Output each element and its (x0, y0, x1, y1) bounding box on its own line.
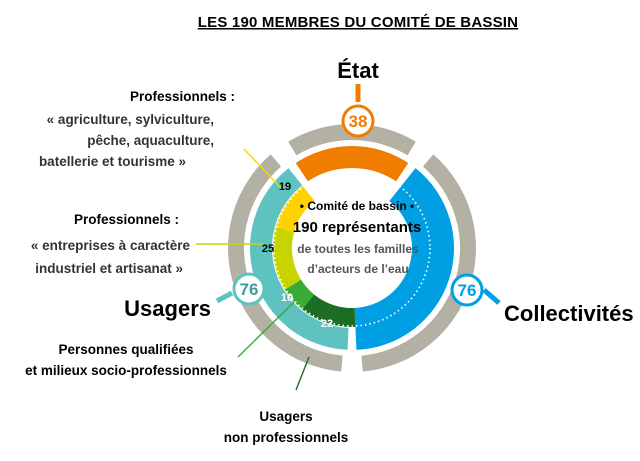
pro-agri-label-1: Professionnels : (130, 89, 235, 104)
center-line2: 190 représentants (293, 219, 421, 236)
usagers-leader (215, 290, 234, 304)
pro-ent-segment (272, 226, 302, 290)
qualifiees-label-2: et milieux socio-professionnels (25, 363, 227, 378)
etat-value: 38 (349, 112, 368, 131)
collectivites-leader (482, 288, 501, 305)
etat-segment (295, 146, 409, 182)
nonpro-leader (295, 356, 310, 391)
outer-ring-etat (288, 124, 416, 156)
nonpro-segment (302, 294, 356, 327)
pro-agri-label-2: « agriculture, sylviculture, (47, 112, 214, 127)
outer-ring-collectivites (361, 154, 476, 372)
pro-agri-label-4: batellerie et tourisme » (39, 154, 186, 169)
pro-ent-label-2: « entreprises à caractère (31, 238, 191, 253)
collectivites-value: 76 (458, 281, 477, 300)
outer-ring-usagers (227, 154, 343, 372)
qualifiees-value: 10 (281, 292, 293, 304)
collectivites-segment (354, 168, 454, 350)
nonpro-value: 22 (321, 318, 333, 330)
pro-ent-value: 25 (262, 243, 274, 255)
qualifiees-segment (284, 279, 315, 310)
usagers-segment (250, 168, 349, 350)
collectivites-label: Collectivités (504, 301, 634, 326)
pro-ent-label-1: Professionnels : (74, 212, 179, 227)
pro-agri-segment (275, 186, 315, 232)
etat-label: État (337, 58, 379, 83)
nonpro-label-2: non professionnels (224, 430, 349, 445)
usagers-sub-ring (272, 186, 356, 327)
nonpro-label-1: Usagers (259, 409, 312, 424)
qualifiees-leader (237, 301, 295, 358)
dotted-separator (273, 169, 431, 327)
qualifiees-label-1: Personnes qualifiées (58, 342, 193, 357)
center-line1: • Comité de bassin • (300, 199, 414, 213)
usagers-value: 76 (240, 280, 259, 299)
center-line4: d’acteurs de l’eau (307, 262, 408, 276)
pro-agri-value: 19 (279, 181, 291, 193)
main-ring (250, 146, 454, 350)
leader-lines (196, 84, 501, 391)
etat-badge: 38 (341, 104, 375, 138)
pro-agri-leader (243, 148, 282, 189)
collectivites-badge: 76 (450, 273, 484, 307)
chart-title: LES 190 MEMBRES DU COMITÉ DE BASSIN (198, 14, 518, 31)
center-line3: de toutes les familles (297, 242, 419, 256)
outer-ring (227, 124, 476, 372)
pro-agri-label-3: pêche, aquaculture, (87, 133, 214, 148)
pro-ent-label-3: industriel et artisanat » (35, 261, 183, 276)
usagers-label: Usagers (124, 296, 211, 321)
usagers-badge: 76 (232, 272, 266, 306)
